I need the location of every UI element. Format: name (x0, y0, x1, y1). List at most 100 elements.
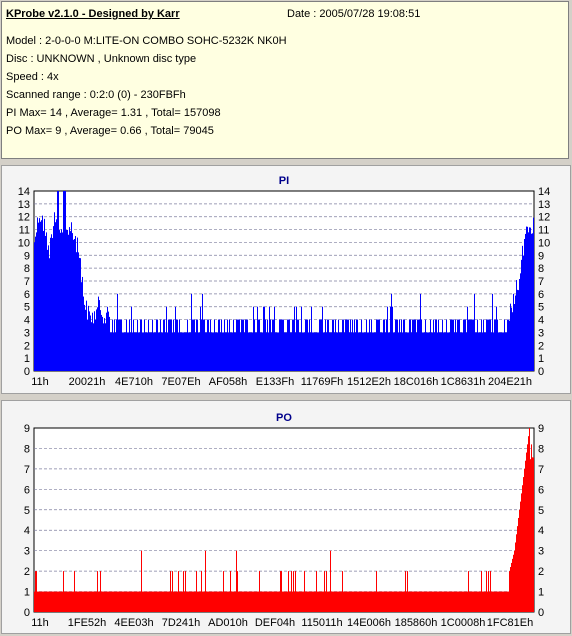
bar (360, 332, 361, 371)
bar (523, 255, 524, 371)
bar (225, 332, 226, 371)
bar (454, 332, 455, 371)
bar (332, 319, 333, 371)
bar (466, 332, 467, 371)
bar (324, 332, 325, 371)
bar (299, 332, 300, 371)
bar (260, 591, 261, 612)
y-tick-label-left: 0 (24, 366, 30, 378)
bar (417, 591, 418, 612)
y-tick-label-right: 2 (538, 566, 544, 578)
bar (492, 293, 493, 371)
bar (390, 591, 391, 612)
bar (385, 332, 386, 371)
bar (184, 332, 185, 371)
bar (86, 591, 87, 612)
bar (122, 332, 123, 371)
bar (224, 319, 225, 371)
bar (423, 591, 424, 612)
bar (510, 567, 511, 612)
bar (383, 591, 384, 612)
bar (47, 591, 48, 612)
bar (441, 591, 442, 612)
bar (179, 319, 180, 371)
bar (427, 591, 428, 612)
bar (305, 319, 306, 371)
bar (384, 591, 385, 612)
bar (172, 332, 173, 371)
bar (270, 591, 271, 612)
bar (71, 591, 72, 612)
bar (238, 591, 239, 612)
bar (373, 332, 374, 371)
bar (313, 332, 314, 371)
bar (219, 319, 220, 371)
bar (273, 319, 274, 371)
bar (92, 312, 93, 371)
bar (286, 591, 287, 612)
bar (481, 319, 482, 371)
bar (138, 591, 139, 612)
bar (399, 591, 400, 612)
bar (170, 319, 171, 371)
bar (517, 526, 518, 612)
y-tick-label-right: 6 (538, 484, 544, 496)
bar (374, 591, 375, 612)
bar (268, 332, 269, 371)
bar (190, 332, 191, 371)
bar (483, 591, 484, 612)
bar (200, 306, 201, 371)
bar (434, 591, 435, 612)
bar (295, 332, 296, 371)
bar (217, 332, 218, 371)
bar (524, 468, 525, 612)
bar (439, 591, 440, 612)
bar (192, 319, 193, 371)
y-tick-label-left: 3 (24, 327, 30, 339)
bar (124, 332, 125, 371)
bar (83, 296, 84, 371)
bar (73, 239, 74, 371)
bar (255, 332, 256, 371)
bar (289, 319, 290, 371)
bar (386, 591, 387, 612)
bar (428, 332, 429, 371)
bar (302, 591, 303, 612)
bar (114, 319, 115, 371)
bar (173, 591, 174, 612)
bar (294, 306, 295, 371)
bar (41, 591, 42, 612)
bar (222, 591, 223, 612)
bar (259, 571, 260, 612)
bar (85, 591, 86, 612)
bar (60, 232, 61, 371)
bar (44, 591, 45, 612)
x-tick-label: 185860h (395, 617, 438, 629)
bar (457, 591, 458, 612)
bar (82, 591, 83, 612)
bar (531, 233, 532, 371)
bar (121, 319, 122, 371)
bar (532, 457, 533, 612)
bar (382, 591, 383, 612)
bar (66, 591, 67, 612)
bar (160, 319, 161, 371)
bar (91, 591, 92, 612)
bar (128, 332, 129, 371)
bar (210, 319, 211, 371)
bar (484, 332, 485, 371)
bar (397, 591, 398, 612)
y-tick-label-right: 8 (538, 443, 544, 455)
bar (416, 332, 417, 371)
x-tick-label: 4EE03h (114, 617, 153, 629)
bar (62, 591, 63, 612)
bar (461, 591, 462, 612)
y-tick-label-left: 10 (18, 237, 30, 249)
bar (533, 217, 534, 371)
bar (196, 319, 197, 371)
bar (279, 319, 280, 371)
bar (162, 591, 163, 612)
bar (456, 591, 457, 612)
bar (159, 591, 160, 612)
